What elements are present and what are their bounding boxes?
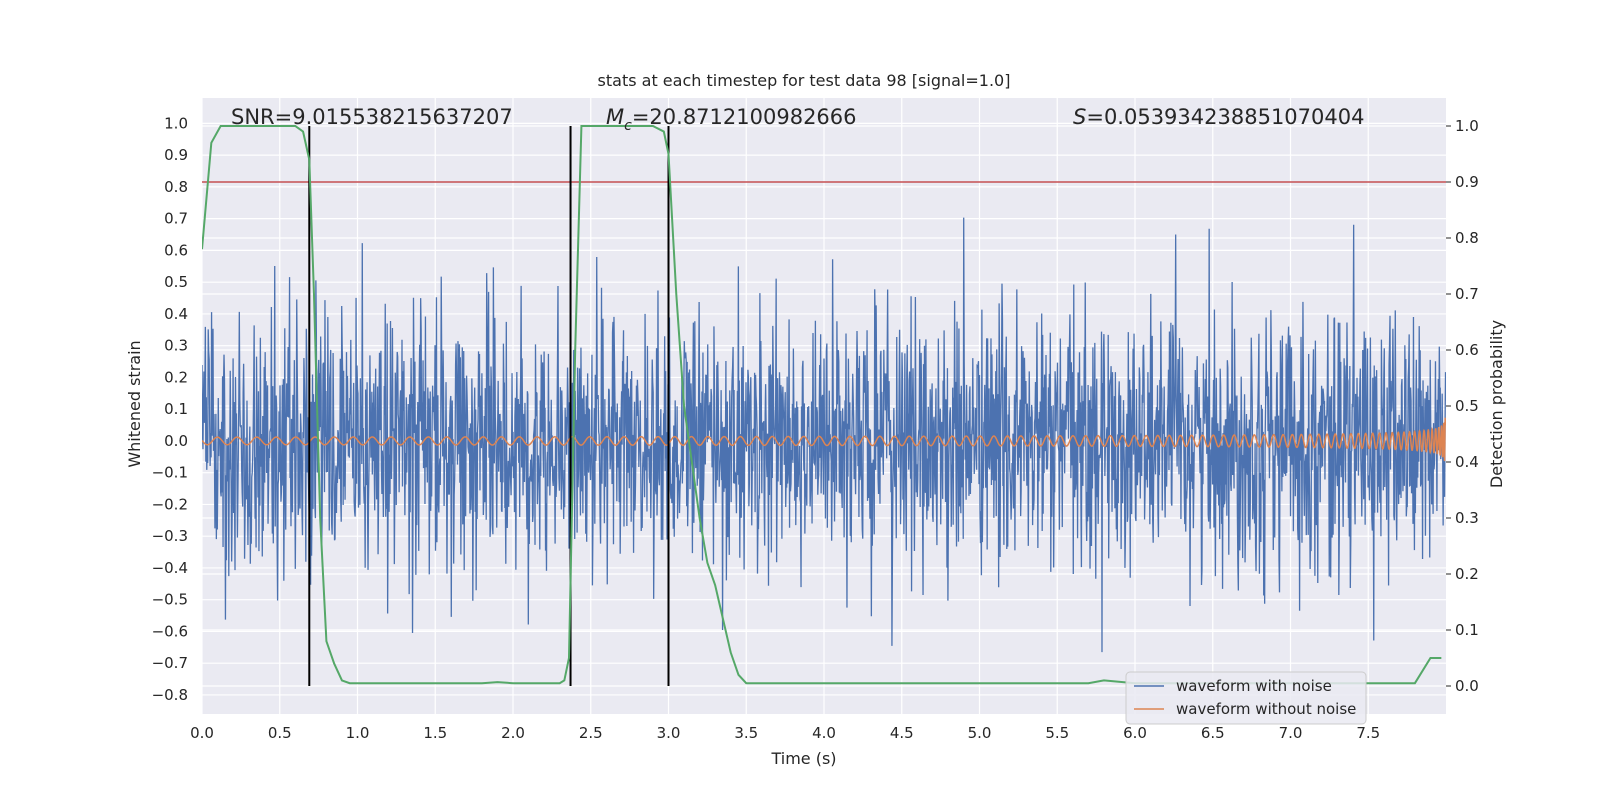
x-tick-label: 5.5 <box>1045 724 1069 742</box>
waveform-without-noise-line <box>202 417 1446 462</box>
y-tick-label: −0.3 <box>152 527 188 545</box>
x-tick-label: 7.5 <box>1356 724 1380 742</box>
y2-tick-label: 0.4 <box>1455 453 1479 471</box>
y-tick-label: 0.3 <box>164 337 188 355</box>
legend-box <box>1125 671 1367 725</box>
y2-tick-label: 0.8 <box>1455 229 1479 247</box>
x-tick-label: 3.0 <box>657 724 681 742</box>
y-tick-label: −0.6 <box>152 622 188 640</box>
chirp-mass-annotation: Mc=20.8712100982666 <box>606 105 857 134</box>
waveform-with-noise-line <box>202 217 1446 653</box>
x-tick-label: 1.5 <box>423 724 447 742</box>
y2-tick-label: 0.9 <box>1455 173 1479 191</box>
chart-title: stats at each timestep for test data 98 … <box>598 71 1011 90</box>
x-tick-label: 2.5 <box>579 724 603 742</box>
y-axis-label: Whitened strain <box>125 340 144 467</box>
legend-label-clean: waveform without noise <box>1176 700 1356 718</box>
x-tick-label: 6.0 <box>1123 724 1147 742</box>
s-symbol: S <box>1073 105 1086 129</box>
x-axis-label: Time (s) <box>770 749 836 768</box>
y-tick-label: −0.4 <box>152 559 188 577</box>
y-tick-label: −0.7 <box>152 654 188 672</box>
x-tick-label: 0.5 <box>268 724 292 742</box>
y-tick-label: −0.1 <box>152 464 188 482</box>
x-tick-label: 4.0 <box>812 724 836 742</box>
plot-content <box>202 125 1446 686</box>
y-tick-label: −0.5 <box>152 591 188 609</box>
chirp-mass-symbol: M <box>606 105 624 129</box>
y-tick-label: 0.8 <box>164 178 188 196</box>
y2-tick-label: 0.2 <box>1455 565 1479 583</box>
y-tick-label: 0.7 <box>164 210 188 228</box>
y-tick-label: 0.2 <box>164 368 188 386</box>
x-tick-label: 7.0 <box>1279 724 1303 742</box>
x-tick-label: 3.5 <box>734 724 758 742</box>
y-tick-label: 1.0 <box>164 114 188 132</box>
legend: waveform with noise waveform without noi… <box>1125 671 1367 725</box>
y-tick-label: 0.9 <box>164 146 188 164</box>
y2-tick-label: 0.6 <box>1455 341 1479 359</box>
s-value: =0.053934238851070404 <box>1086 105 1364 129</box>
y-tick-label: 0.5 <box>164 273 188 291</box>
y2-tick-label: 0.5 <box>1455 397 1479 415</box>
x-tick-label: 4.5 <box>890 724 914 742</box>
legend-label-noisy: waveform with noise <box>1176 677 1332 695</box>
y2-tick-label: 0.7 <box>1455 285 1479 303</box>
x-tick-label: 0.0 <box>190 724 214 742</box>
snr-annotation: SNR=9.015538215637207 <box>231 105 513 129</box>
x-tick-label: 1.0 <box>346 724 370 742</box>
chirp-mass-subscript: c <box>624 118 632 134</box>
y2-tick-label: 0.1 <box>1455 621 1479 639</box>
y2-axis-label: Detection probability <box>1487 320 1506 488</box>
x-axis-ticks: 0.0 0.5 1.0 1.5 2.0 2.5 3.0 3.5 4.0 4.5 5.0 5.5 6.0 6… <box>190 724 1380 742</box>
y-tick-label: −0.8 <box>152 686 188 704</box>
s-annotation: S=0.053934238851070404 <box>1073 105 1364 129</box>
x-tick-label: 2.0 <box>501 724 525 742</box>
y2-tick-label: 0.0 <box>1455 677 1479 695</box>
y2-axis-ticks: 1.0 0.9 0.8 0.7 0.6 0.5 0.4 0.3 0.2 0.1 0.0 <box>1446 117 1479 695</box>
x-tick-label: 5.0 <box>968 724 992 742</box>
y-tick-label: 0.4 <box>164 305 188 323</box>
x-tick-label: 6.5 <box>1201 724 1225 742</box>
y2-tick-label: 0.3 <box>1455 509 1479 527</box>
detection-probability-line <box>202 125 1442 685</box>
y-axis-ticks: 1.0 0.9 0.8 0.7 0.6 0.5 0.4 0.3 0.2 0.1 0.0 −0.1 −0.… <box>152 114 188 704</box>
y-tick-label: 0.1 <box>164 400 188 418</box>
chirp-mass-value: =20.8712100982666 <box>632 105 857 129</box>
y2-tick-label: 1.0 <box>1455 117 1479 135</box>
y-tick-label: 0.6 <box>164 241 188 259</box>
y-tick-label: 0.0 <box>164 432 188 450</box>
y-tick-label: −0.2 <box>152 495 188 513</box>
